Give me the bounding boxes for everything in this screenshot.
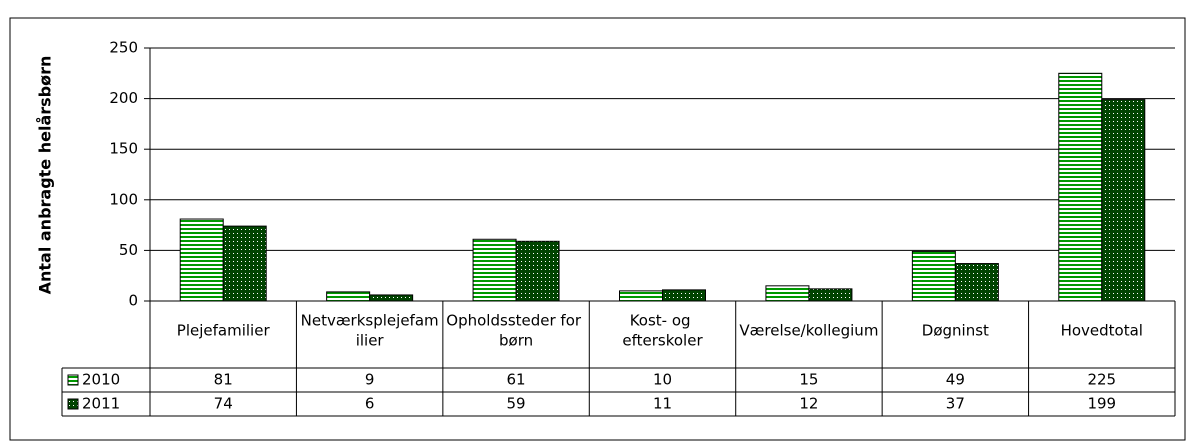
bar [222,225,267,302]
legend-label: 2011 [82,395,120,413]
table-value: 9 [365,371,375,389]
table-value: 6 [365,395,375,413]
legend-key [67,374,79,386]
x-tick-label: Værelse/kollegium [739,321,878,339]
bar [1058,72,1103,302]
table-value: 37 [946,395,965,413]
table-value: 12 [799,395,818,413]
bar [326,291,371,302]
table-value: 15 [799,371,818,389]
table-value: 59 [507,395,526,413]
bar [619,290,663,302]
bar [662,289,706,302]
table-value: 74 [214,395,233,413]
table-value: 81 [214,371,233,389]
table-value: 225 [1087,371,1116,389]
bar [954,263,999,302]
bar [1101,99,1146,302]
bar [765,285,810,302]
x-tick-label: Kost- og efterskoler [622,311,703,349]
bar [911,250,956,302]
x-tick-label: Plejefamilier [177,321,271,339]
bar [808,288,853,302]
bar [369,294,414,302]
table-value: 61 [507,371,526,389]
y-tick-label: 150 [109,140,138,158]
legend-label: 2010 [82,371,120,389]
x-tick-label: Hovedtotal [1061,321,1143,339]
x-tick-label: Døgninst [922,321,989,339]
x-tick-label: Netværksplejefam ilier [301,311,439,349]
y-tick-label: 0 [128,292,138,310]
y-tick-label: 100 [109,190,138,208]
table-value: 11 [653,395,672,413]
y-axis-title: Antal anbragte helårsbørn [36,56,55,295]
bar [472,238,517,302]
table-value: 10 [653,371,672,389]
y-tick-label: 50 [119,241,138,259]
bar [515,240,560,302]
table-value: 49 [946,371,965,389]
y-tick-label: 200 [109,89,138,107]
y-tick-label: 250 [109,39,138,57]
bar [179,218,224,302]
table-value: 199 [1087,395,1116,413]
legend-key [67,398,79,410]
x-tick-label: Opholdssteder for børn [446,311,586,349]
